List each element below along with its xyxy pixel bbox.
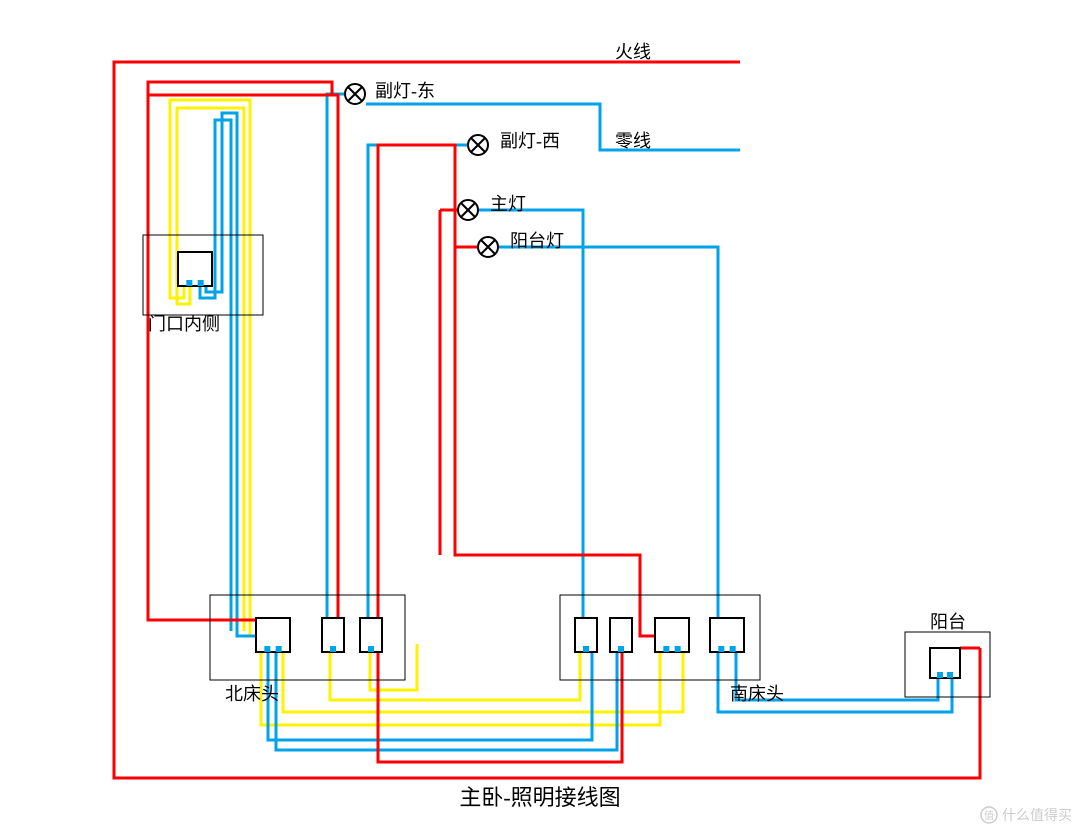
terminal (198, 280, 204, 286)
terminal (186, 280, 192, 286)
terminal (264, 646, 270, 652)
wire-n_lamp_m (457, 210, 583, 636)
label-lingxian: 零线 (615, 131, 651, 151)
lamp-lamp_y (478, 237, 498, 257)
wire-yellow_door_down1 (170, 100, 268, 636)
wire-live_to_north (148, 82, 332, 95)
label-nan: 南床头 (730, 684, 784, 704)
wire-blue_door_down1 (206, 113, 278, 636)
label-fudeng_w: 副灯-西 (500, 131, 560, 151)
wire-blue_door_down2 (200, 120, 231, 631)
svg-text:值: 值 (984, 809, 994, 822)
label-huoxian: 火线 (615, 42, 651, 62)
wire-n_lamp_e (327, 94, 344, 636)
label-bei: 北床头 (225, 684, 279, 704)
terminal (947, 672, 953, 678)
terminal (718, 646, 724, 652)
lamp-lamp_e (345, 84, 365, 104)
wire-blue_ns_1 (268, 652, 592, 740)
wiring-diagram: 火线零线 副灯-东副灯-西主灯阳台灯门口内侧北床头 南床头 阳台主卧-照明接线图 (0, 0, 1080, 831)
watermark-icon: 值 (980, 806, 998, 824)
diagram-title: 主卧-照明接线图 (459, 785, 620, 810)
switch-south_sw_m (655, 618, 689, 652)
switch-south_sw_y (710, 618, 744, 652)
switch-door_sw (178, 252, 212, 286)
switch-north_sw_main (256, 618, 290, 652)
terminal (276, 646, 282, 652)
watermark-text: 什么值得买 (1002, 805, 1072, 825)
terminal (937, 672, 943, 678)
label-fudeng_e: 副灯-东 (375, 81, 435, 101)
terminal (368, 646, 374, 652)
lamp-lamp_w (468, 135, 488, 155)
watermark: 值 什么值得买 (980, 805, 1072, 825)
wire-yellow_ns_1 (261, 652, 660, 725)
wire-yellow_door_down2 (177, 108, 244, 631)
wire-yellow_ns_3 (330, 652, 580, 700)
terminal (330, 646, 336, 652)
label-yangtai: 阳台 (930, 612, 966, 632)
wire-n_lamp_w (368, 145, 467, 636)
label-zhudeng: 主灯 (490, 194, 526, 214)
label-menkou: 门口内侧 (148, 314, 220, 334)
wire-n_lamp_y (499, 247, 718, 636)
wire-live_north_to_south_m (378, 145, 664, 636)
terminal (730, 646, 736, 652)
switch-balcony_sw (930, 648, 960, 678)
terminal (663, 646, 669, 652)
lamp-lamp_m (458, 200, 478, 220)
label-yangtai_d: 阳台灯 (510, 231, 564, 251)
terminal (583, 646, 589, 652)
terminal (618, 646, 624, 652)
terminal (675, 646, 681, 652)
